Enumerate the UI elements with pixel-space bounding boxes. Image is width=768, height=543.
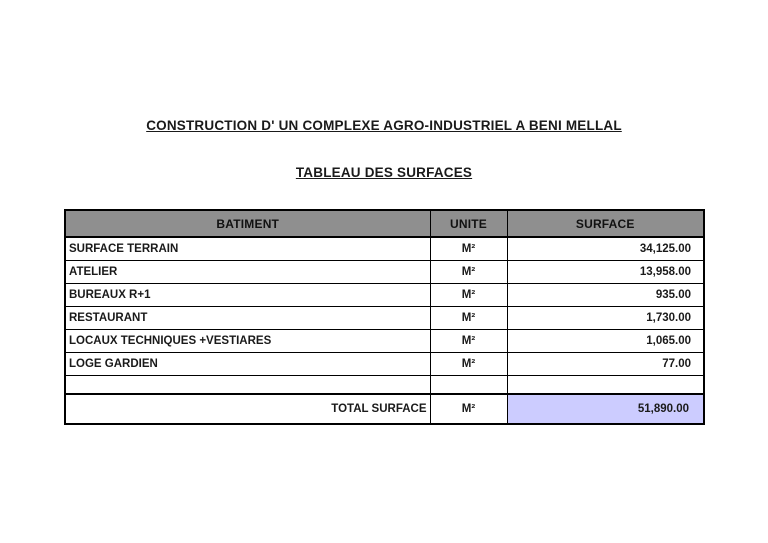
table-row: LOGE GARDIEN M² 77.00 (64, 351, 705, 376)
surfaces-table: BATIMENT UNITE SURFACE SURFACE TERRAIN M… (64, 209, 705, 425)
total-label-cell: TOTAL SURFACE (64, 393, 431, 425)
surface-cell: 34,125.00 (506, 236, 705, 261)
document-subtitle: TABLEAU DES SURFACES (295, 165, 473, 180)
column-header-surface: SURFACE (506, 209, 705, 238)
unite-cell: M² (429, 282, 508, 307)
batiment-cell: BUREAUX R+1 (64, 282, 431, 307)
column-header-unite: UNITE (429, 209, 508, 238)
table-row: ATELIER M² 13,958.00 (64, 259, 705, 284)
table-row: SURFACE TERRAIN M² 34,125.00 (64, 236, 705, 261)
document-title: CONSTRUCTION D' UN COMPLEXE AGRO-INDUSTR… (146, 118, 622, 133)
unite-cell: M² (429, 328, 508, 353)
unite-cell: M² (429, 305, 508, 330)
batiment-cell: LOCAUX TECHNIQUES +VESTIARES (64, 328, 431, 353)
surface-cell: 13,958.00 (506, 259, 705, 284)
total-unite-cell: M² (429, 393, 508, 425)
total-surface-cell: 51,890.00 (506, 393, 705, 425)
table-row-empty (64, 374, 705, 395)
unite-cell: M² (429, 259, 508, 284)
surface-cell: 1,065.00 (506, 328, 705, 353)
batiment-cell: RESTAURANT (64, 305, 431, 330)
batiment-cell: LOGE GARDIEN (64, 351, 431, 376)
column-header-batiment: BATIMENT (64, 209, 431, 238)
table-row: BUREAUX R+1 M² 935.00 (64, 282, 705, 307)
batiment-cell-empty (64, 374, 431, 395)
unite-cell: M² (429, 236, 508, 261)
surface-cell: 77.00 (506, 351, 705, 376)
table-row: LOCAUX TECHNIQUES +VESTIARES M² 1,065.00 (64, 328, 705, 353)
batiment-cell: ATELIER (64, 259, 431, 284)
table-header-row: BATIMENT UNITE SURFACE (64, 209, 705, 238)
surface-cell: 935.00 (506, 282, 705, 307)
surface-cell: 1,730.00 (506, 305, 705, 330)
unite-cell: M² (429, 351, 508, 376)
table-total-row: TOTAL SURFACE M² 51,890.00 (64, 393, 705, 425)
table-row: RESTAURANT M² 1,730.00 (64, 305, 705, 330)
surface-cell-empty (506, 374, 705, 395)
unite-cell-empty (429, 374, 508, 395)
batiment-cell: SURFACE TERRAIN (64, 236, 431, 261)
